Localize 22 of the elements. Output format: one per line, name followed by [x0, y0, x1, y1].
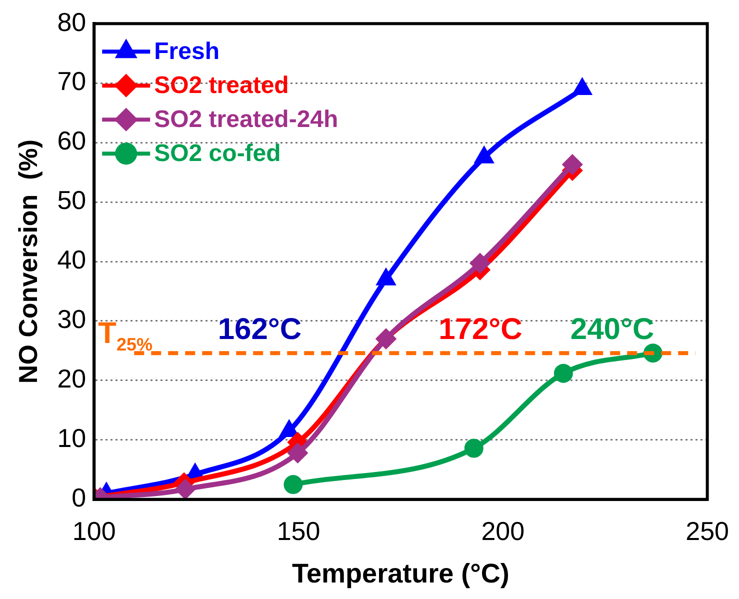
y-tick-label: 30 — [57, 304, 86, 334]
annotation: 240°C — [570, 313, 654, 346]
legend-label: Fresh — [154, 38, 220, 66]
y-tick-label: 70 — [57, 66, 86, 96]
x-tick-label: 150 — [276, 516, 320, 546]
y-tick-label: 50 — [57, 185, 86, 216]
y-tick-label: 80 — [57, 6, 86, 37]
annotation: 172°C — [438, 313, 522, 346]
legend-label: SO2 treated-24h — [154, 106, 338, 134]
y-tick-label: 0 — [72, 482, 86, 513]
y-tick-label: 40 — [57, 244, 86, 275]
legend-label: SO2 co-fed — [154, 140, 281, 168]
y-tick-label: 10 — [57, 423, 86, 454]
y-tick-label: 20 — [57, 364, 86, 394]
y-axis-title: NO Conversion (%) — [12, 139, 43, 384]
x-tick-label: 250 — [686, 516, 730, 546]
y-tick-label: 60 — [57, 126, 86, 156]
legend-label: SO2 treated — [154, 72, 289, 100]
annotation: 162°C — [218, 313, 302, 346]
x-tick-label: 200 — [481, 516, 525, 546]
x-axis-title: Temperature (°C) — [292, 558, 510, 588]
x-tick-label: 100 — [72, 516, 116, 546]
